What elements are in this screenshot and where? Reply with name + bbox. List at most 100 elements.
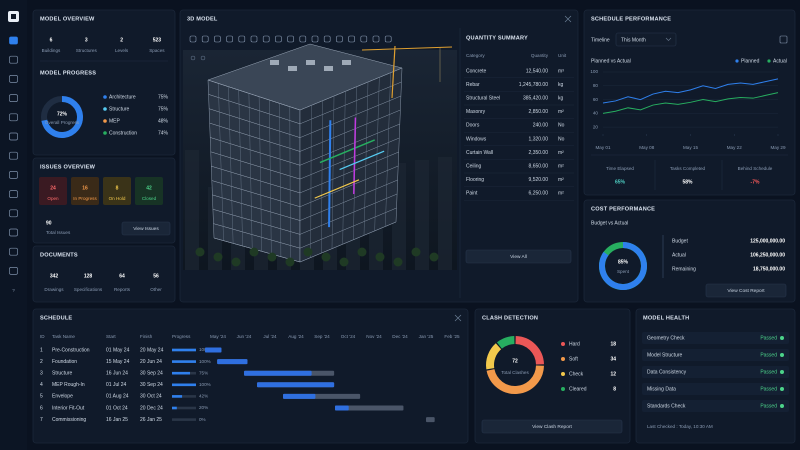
check-status: Passed <box>760 369 777 375</box>
floor-line <box>299 193 398 235</box>
nav-icon[interactable] <box>9 171 18 179</box>
city-block <box>415 160 429 270</box>
tree <box>303 247 313 257</box>
roof-unit <box>306 60 315 65</box>
floor-line <box>207 79 301 111</box>
button[interactable] <box>481 419 623 434</box>
clash-segment <box>515 336 544 365</box>
floor-line <box>212 209 301 235</box>
tool-icon[interactable] <box>299 35 307 43</box>
task-id: 2 <box>40 359 43 365</box>
close-icon[interactable] <box>564 15 572 23</box>
doc-count: 56 <box>153 273 159 279</box>
button[interactable] <box>705 283 787 298</box>
nav-icon[interactable] <box>9 113 18 122</box>
dropdown-value[interactable]: This Month <box>621 37 646 43</box>
nav-icon[interactable] <box>9 36 18 45</box>
tool-icon[interactable] <box>323 35 331 43</box>
legend-name: Soft <box>569 356 579 362</box>
tool-icon[interactable] <box>262 35 270 43</box>
button-label[interactable]: View Clash Report <box>532 424 572 430</box>
view-icon[interactable] <box>190 55 196 61</box>
tool-icon[interactable] <box>372 35 380 43</box>
table-cell: m² <box>558 109 564 115</box>
button-label[interactable]: View Cost Report <box>727 288 765 294</box>
legend-dot <box>103 131 107 135</box>
help-icon[interactable]: ? <box>12 288 15 293</box>
status-dot <box>780 404 784 408</box>
stat-value: 2 <box>120 37 123 43</box>
tool-icon[interactable] <box>238 35 246 43</box>
tool-icon[interactable] <box>384 35 392 43</box>
legend-value: 48% <box>158 118 169 124</box>
gantt-bar <box>335 405 404 411</box>
nav-icon[interactable] <box>9 190 18 198</box>
crane <box>361 46 453 51</box>
tool-icon[interactable] <box>189 35 197 43</box>
tool-icon[interactable] <box>201 35 209 43</box>
tool-icon[interactable] <box>336 35 343 43</box>
close-icon[interactable] <box>454 314 462 322</box>
nav-icon[interactable] <box>9 55 18 64</box>
nav-icon[interactable] <box>9 75 18 83</box>
column-header: Progress <box>172 334 191 339</box>
calendar-icon[interactable] <box>779 35 788 44</box>
model-overview-panel <box>32 9 176 156</box>
dropdown[interactable] <box>615 32 677 47</box>
view-icon[interactable] <box>200 55 206 61</box>
tree <box>357 247 367 257</box>
tool-icon[interactable] <box>250 35 258 43</box>
tool-icon[interactable] <box>226 35 233 43</box>
table-cell: 1,245,780.00 <box>519 82 548 88</box>
metric-value: -7% <box>751 179 760 185</box>
legend-name: Check <box>569 371 584 377</box>
nav-icon[interactable] <box>9 247 18 256</box>
floor-line <box>213 223 301 249</box>
y-tick-label: 40 <box>593 111 599 116</box>
status-dot <box>780 353 784 357</box>
progress-bar <box>172 395 183 398</box>
nav-icon[interactable] <box>9 94 18 102</box>
nav-icon[interactable] <box>9 209 18 218</box>
tree <box>393 257 403 267</box>
task-name: Structure <box>52 371 73 377</box>
issue-card[interactable] <box>135 177 163 205</box>
task-start: 01 Aug 24 <box>106 394 129 400</box>
gantt-progress <box>244 370 312 376</box>
tool-icon[interactable] <box>275 35 282 43</box>
tree <box>267 252 277 262</box>
gantt-progress <box>335 405 349 411</box>
floor-line <box>211 180 301 207</box>
task-finish: 20 May 24 <box>140 347 164 353</box>
doc-label: Specifications <box>74 287 103 292</box>
tool-icon[interactable] <box>348 35 355 43</box>
button[interactable] <box>465 249 572 264</box>
tool-icon[interactable] <box>360 35 368 43</box>
issue-card[interactable] <box>39 177 67 205</box>
nav-icon[interactable] <box>9 267 18 275</box>
tool-icon[interactable] <box>214 35 221 43</box>
nav-icon[interactable] <box>9 132 18 141</box>
floor-line <box>208 94 301 125</box>
button-label[interactable]: View Issues <box>133 226 159 232</box>
table-cell: 385,420.00 <box>523 96 548 102</box>
panel-title: CLASH DETECTION <box>482 315 538 321</box>
table-cell: Structural Steel <box>466 96 500 102</box>
building-face <box>207 79 301 263</box>
check-status: Passed <box>760 403 777 409</box>
task-finish: 20 Jun 24 <box>140 359 162 365</box>
nav-icon[interactable] <box>9 151 18 160</box>
issue-card[interactable] <box>71 177 99 205</box>
panel-title: COST PERFORMANCE <box>591 206 655 212</box>
mep-duct <box>314 179 360 199</box>
button-label[interactable]: View All <box>510 254 527 260</box>
nav-icon[interactable] <box>9 228 18 237</box>
task-id: 7 <box>40 417 43 423</box>
issue-card[interactable] <box>103 177 131 205</box>
tool-icon[interactable] <box>287 35 294 43</box>
task-finish: 20 Dec 24 <box>140 405 163 411</box>
tool-icon[interactable] <box>311 35 319 43</box>
button[interactable] <box>121 221 171 236</box>
table-cell: 240.00 <box>533 123 549 129</box>
table-cell: kg <box>558 96 564 102</box>
